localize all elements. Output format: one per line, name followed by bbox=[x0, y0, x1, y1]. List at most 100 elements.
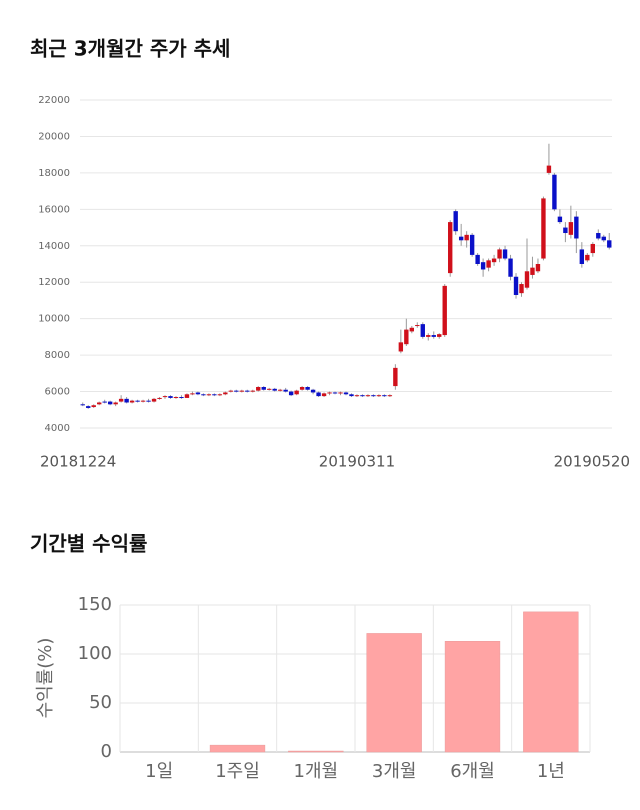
x-tick-label: 20181224 bbox=[40, 453, 116, 471]
candle-body bbox=[256, 387, 261, 391]
candle-body bbox=[91, 405, 96, 408]
candle-body bbox=[442, 285, 447, 336]
candle-body bbox=[519, 284, 524, 294]
candle-body bbox=[448, 222, 453, 274]
candle-body bbox=[332, 392, 338, 394]
bar bbox=[523, 611, 579, 753]
candle-body bbox=[382, 395, 387, 397]
candle-body bbox=[168, 396, 173, 398]
candle-body bbox=[596, 233, 601, 239]
candle-body bbox=[310, 389, 316, 393]
candle-body bbox=[398, 342, 404, 352]
candle-body bbox=[212, 394, 217, 396]
candle-body bbox=[239, 390, 244, 392]
candle-body bbox=[535, 264, 541, 272]
candle-body bbox=[568, 222, 574, 235]
candle-body bbox=[124, 398, 129, 403]
candle-body bbox=[409, 327, 415, 332]
candle-body bbox=[179, 397, 184, 399]
candle-body bbox=[497, 249, 502, 259]
candle-body bbox=[376, 395, 382, 397]
candle-body bbox=[97, 402, 102, 405]
candle-body bbox=[135, 400, 140, 402]
candle-body bbox=[585, 254, 590, 261]
chart-title: 기간별 수익률 bbox=[30, 532, 147, 556]
candle-body bbox=[387, 395, 393, 397]
candle-body bbox=[146, 400, 151, 402]
x-tick-label: 1주일 bbox=[215, 761, 260, 782]
candle-body bbox=[513, 276, 519, 295]
bar bbox=[288, 750, 344, 753]
candle-body bbox=[458, 236, 464, 241]
x-tick-label: 20190311 bbox=[319, 453, 395, 471]
candle-body bbox=[327, 392, 332, 394]
candle-body bbox=[431, 335, 436, 337]
bar bbox=[209, 744, 266, 753]
candle-body bbox=[272, 388, 277, 391]
y-tick-label: 20000 bbox=[38, 131, 70, 142]
y-tick-label: 16000 bbox=[38, 204, 70, 215]
y-tick-label: 150 bbox=[78, 594, 112, 615]
candle-body bbox=[102, 401, 107, 403]
candle-body bbox=[129, 400, 135, 403]
candle-body bbox=[140, 400, 146, 402]
candle-body bbox=[261, 387, 266, 390]
candle-body bbox=[206, 394, 212, 396]
candle-body bbox=[162, 396, 168, 398]
candle-body bbox=[277, 389, 283, 391]
candle-body bbox=[80, 404, 85, 406]
y-tick-label: 12000 bbox=[38, 277, 70, 288]
candle-body bbox=[157, 397, 162, 399]
candle-body bbox=[316, 392, 321, 397]
candle-body bbox=[404, 329, 409, 345]
candle-body bbox=[453, 211, 458, 232]
candle-body bbox=[486, 260, 491, 268]
candle-body bbox=[173, 397, 179, 399]
candle-body bbox=[234, 390, 239, 392]
candle-body bbox=[217, 394, 223, 396]
candle-body bbox=[245, 390, 250, 392]
x-tick-label: 3개월 bbox=[372, 761, 417, 782]
candle-body bbox=[541, 198, 546, 259]
y-tick-label: 4000 bbox=[45, 423, 70, 434]
x-tick-label: 1일 bbox=[145, 761, 173, 782]
y-tick-label: 0 bbox=[101, 741, 112, 762]
y-tick-label: 8000 bbox=[45, 350, 70, 361]
candle-body bbox=[557, 216, 563, 223]
candle-body bbox=[190, 393, 195, 395]
y-tick-label: 6000 bbox=[45, 387, 70, 398]
candle-body bbox=[250, 390, 255, 392]
x-tick-label: 20190520 bbox=[554, 453, 630, 471]
y-tick-label: 100 bbox=[78, 643, 112, 664]
y-axis-label: 수익률(%) bbox=[35, 638, 56, 719]
candle-body bbox=[524, 271, 530, 288]
chart-title: 최근 3개월간 주가 추세 bbox=[30, 37, 230, 61]
candle-body bbox=[426, 335, 431, 337]
candle-body bbox=[475, 254, 480, 264]
candle-body bbox=[195, 392, 201, 395]
x-tick-label: 6개월 bbox=[450, 761, 495, 782]
candle-body bbox=[343, 392, 349, 395]
candle-body bbox=[299, 387, 305, 390]
candle-body bbox=[184, 394, 190, 398]
candle-body bbox=[267, 388, 272, 390]
candle-body bbox=[563, 227, 568, 234]
candle-body bbox=[579, 249, 585, 264]
candle-body bbox=[464, 234, 469, 241]
candle-body bbox=[546, 165, 552, 173]
candle-body bbox=[420, 324, 425, 337]
candle-body bbox=[552, 174, 557, 210]
candle-body bbox=[360, 395, 365, 397]
y-tick-label: 14000 bbox=[38, 241, 70, 252]
y-tick-label: 50 bbox=[89, 692, 112, 713]
candle-body bbox=[607, 240, 612, 248]
y-tick-label: 22000 bbox=[38, 95, 70, 106]
candle-body bbox=[590, 243, 595, 254]
candle-body bbox=[601, 236, 606, 241]
candle-body bbox=[508, 258, 513, 277]
candle-body bbox=[223, 392, 228, 395]
x-tick-label: 1개월 bbox=[294, 761, 339, 782]
candle-body bbox=[437, 334, 442, 337]
bar bbox=[366, 633, 422, 753]
